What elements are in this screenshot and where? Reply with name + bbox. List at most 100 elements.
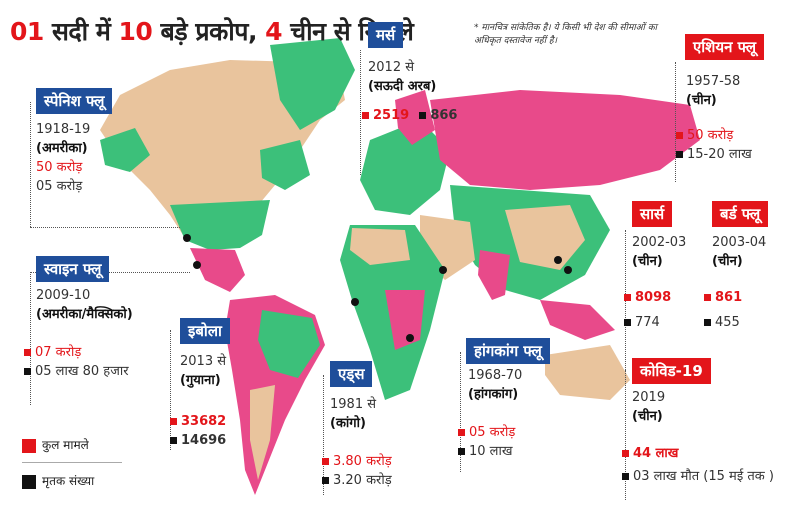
- scandinavia-shape: [395, 90, 435, 145]
- aids-header: एड्स: [330, 361, 373, 387]
- aids-place: (कांगो): [330, 416, 366, 431]
- spanish-flu-header: स्पेनिश फ्लू: [36, 88, 113, 114]
- swine-flu-details: 2009-10 (अमरीका/मैक्सिको): [36, 286, 133, 324]
- covid-stats: 44 लाख 03 लाख मौत (15 मई तक ): [622, 444, 774, 486]
- legend-deaths: मृतक संख्या: [22, 472, 94, 489]
- africa-north-shape: [350, 228, 410, 265]
- canada-east-shape: [260, 140, 310, 190]
- covid-header: कोविड-19: [632, 358, 711, 384]
- greenland-shape: [270, 38, 355, 130]
- marker-congo: [406, 334, 414, 342]
- connector-asian: [675, 62, 676, 182]
- asian-flu-years: 1957-58: [686, 74, 741, 89]
- china-shape: [505, 205, 585, 270]
- spanish-flu-years: 1918-19: [36, 122, 91, 137]
- spanish-flu-deaths: 05 करोड़: [36, 179, 83, 194]
- swine-flu-place: (अमरीका/मैक्सिको): [36, 307, 133, 322]
- bird-flu-stats: 861 455: [704, 288, 742, 332]
- connector-mers: [360, 50, 361, 175]
- marker-mexico: [193, 261, 201, 269]
- connector-spanish-h: [30, 227, 180, 228]
- sars-cases: 8098: [635, 290, 672, 305]
- aids-stats: 3.80 करोड़ 3.20 करोड़: [322, 452, 392, 490]
- connector-aids: [323, 375, 324, 495]
- page-title: 01 सदी में 10 बड़े प्रकोप, 4 चीन से निकल…: [10, 17, 414, 46]
- australia-shape: [545, 345, 630, 400]
- marker-china: [554, 256, 562, 264]
- hongkong-flu-cases: 05 करोड़: [469, 425, 516, 440]
- russia-shape: [430, 90, 700, 190]
- connector-hongkong: [460, 352, 461, 472]
- mers-years: 2012 से: [368, 60, 415, 75]
- covid-years: 2019: [632, 390, 666, 405]
- hongkong-flu-details: 1968-70 (हांगकांग): [468, 366, 522, 404]
- mers-details: 2012 से (सऊदी अरब): [368, 58, 436, 96]
- swine-flu-header: स्वाइन फ्लू: [36, 256, 110, 282]
- mers-cases: 2519: [373, 108, 410, 123]
- asian-flu-place: (चीन): [686, 93, 717, 108]
- ebola-deaths: 14696: [181, 433, 227, 448]
- asian-flu-header: एशियन फ्लू: [685, 34, 765, 60]
- usa-shape: [170, 200, 270, 250]
- argentina-shape: [250, 385, 275, 480]
- alaska-shape: [100, 128, 150, 172]
- marker-west-africa: [351, 298, 359, 306]
- connector-swine-h: [30, 272, 190, 273]
- aids-deaths: 3.20 करोड़: [333, 473, 392, 488]
- aids-details: 1981 से (कांगो): [330, 395, 376, 433]
- legend-cases-swatch: [22, 438, 36, 453]
- marker-north-america: [183, 234, 191, 242]
- mers-stats: 2519 866: [362, 106, 457, 125]
- swine-flu-cases: 07 करोड़: [35, 345, 82, 360]
- aids-years: 1981 से: [330, 397, 377, 412]
- bird-flu-years: 2003-04: [712, 235, 767, 250]
- ebola-header: इबोला: [180, 318, 230, 344]
- hongkong-flu-place: (हांगकांग): [468, 387, 519, 402]
- marker-saudi: [439, 266, 447, 274]
- legend-deaths-swatch: [22, 474, 36, 489]
- connector-covid: [625, 370, 626, 500]
- connector-ebola: [170, 330, 171, 450]
- legend-divider: [22, 462, 122, 463]
- swine-flu-stats: 07 करोड़ 05 लाख 80 हजार: [24, 343, 129, 381]
- legend-deaths-label: मृतक संख्या: [42, 474, 95, 488]
- hongkong-flu-header: हांगकांग फ्लू: [466, 338, 550, 364]
- connector-swine: [30, 272, 31, 405]
- sars-details: 2002-03 (चीन): [632, 233, 686, 271]
- spanish-flu-cases: 50 करोड़: [36, 160, 83, 175]
- bird-flu-place: (चीन): [712, 254, 743, 269]
- aids-cases: 3.80 करोड़: [333, 454, 392, 469]
- north-america-shape: [100, 60, 345, 250]
- india-shape: [478, 250, 510, 300]
- legend-cases-label: कुल मामले: [42, 438, 89, 452]
- ebola-place: (गुयाना): [180, 373, 221, 388]
- asian-flu-deaths: 15-20 लाख: [687, 147, 752, 162]
- ebola-stats: 33682 14696: [170, 412, 226, 450]
- spanish-flu-details: 1918-19 (अमरीका) 50 करोड़ 05 करोड़: [36, 120, 90, 196]
- covid-deaths: 03 लाख मौत (15 मई तक ): [633, 469, 774, 484]
- sars-years: 2002-03: [632, 235, 687, 250]
- connector-spanish: [30, 102, 31, 227]
- mexico-shape: [190, 248, 245, 292]
- ebola-details: 2013 से (गुयाना): [180, 352, 226, 390]
- europe-shape: [360, 120, 450, 215]
- ebola-years: 2013 से: [180, 354, 227, 369]
- asian-flu-cases: 50 करोड़: [687, 128, 734, 143]
- bird-flu-details: 2003-04 (चीन): [712, 233, 766, 271]
- brazil-shape: [258, 310, 320, 378]
- mers-place: (सऊदी अरब): [368, 79, 437, 94]
- spanish-flu-place: (अमरीका): [36, 141, 88, 156]
- mers-deaths: 866: [430, 108, 458, 123]
- sars-header: सार्स: [632, 201, 673, 227]
- ebola-cases: 33682: [181, 414, 227, 429]
- asian-flu-stats: 50 करोड़ 15-20 लाख: [676, 126, 752, 164]
- swine-flu-years: 2009-10: [36, 288, 91, 303]
- map-disclaimer: * मानचित्र सांकेतिक है। ये किसी भी देश क…: [474, 23, 657, 46]
- southeast-asia-shape: [540, 300, 615, 340]
- bird-flu-header: बर्ड फ्लू: [712, 201, 769, 227]
- bird-flu-deaths: 455: [715, 315, 740, 330]
- marker-hongkong: [564, 266, 572, 274]
- sars-deaths: 774: [635, 315, 660, 330]
- mers-header: मर्स: [368, 22, 404, 48]
